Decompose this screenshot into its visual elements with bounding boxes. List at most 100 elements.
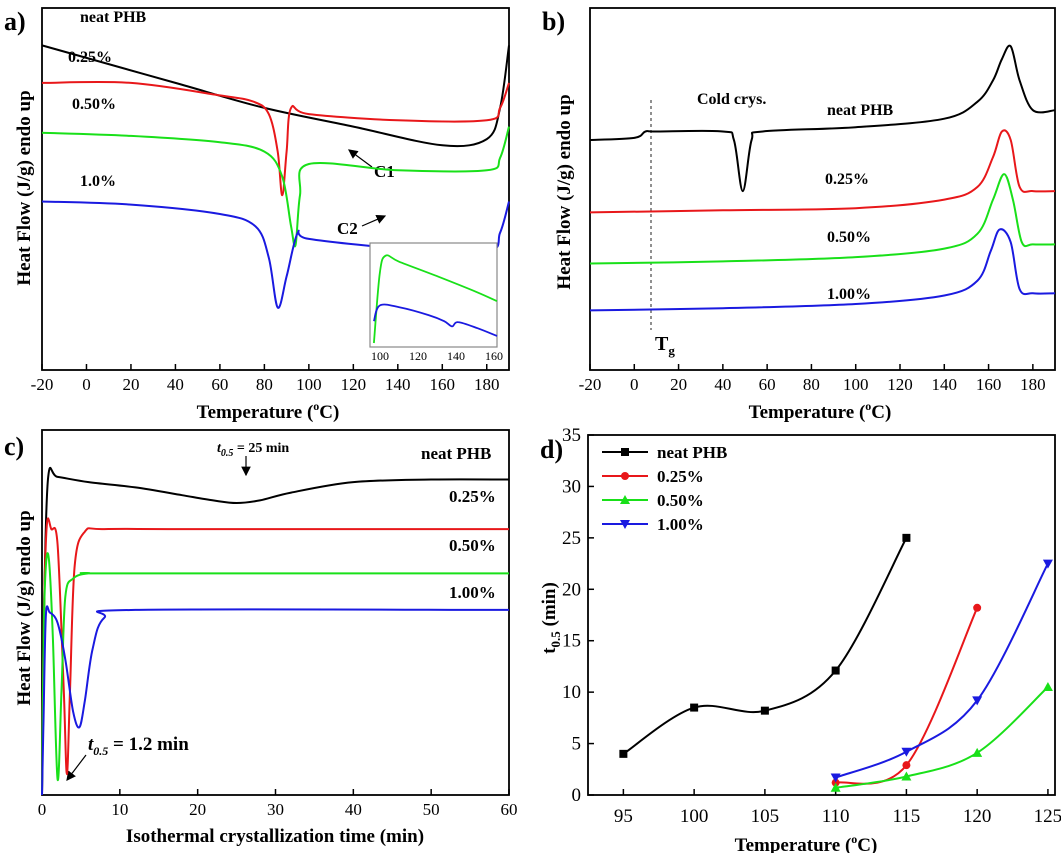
panel-b-xtick-label: 20 [670,375,687,394]
panel-a-inset-series-line [373,254,498,344]
panel-d-data-point [902,533,911,542]
panel-c-xtick-label: 50 [423,800,440,819]
panel-a-series-label: 0.50% [72,96,116,113]
panel-d-data-point [1042,682,1053,691]
panel-d-legend-label: 1.00% [657,515,704,534]
panel-c-xtick-label: 20 [189,800,206,819]
panel-b-xtick-label: 100 [843,375,869,394]
inset-tick: 140 [447,349,465,363]
panel-b-xtick-label: 0 [630,375,639,394]
panel-d-ylabel-end: (min) [539,582,560,631]
panel-a-series-label: 1.0% [80,173,116,190]
panel-b-ylabel: Heat Flow (J/g) endo up [554,94,575,289]
panel-a-series-label: neat PHB [80,9,147,26]
panel-a-xtick-label: 160 [430,375,456,394]
panel-d-data-point [972,696,983,706]
panel-c-xtick-label: 30 [267,800,284,819]
panel-a-c2-label: C2 [337,219,358,238]
panel-a-c1-arrow [348,149,373,168]
panel-d-data-point [830,782,841,792]
panel-d-series-line [622,537,908,755]
panel-b-letter: b) [542,7,565,36]
panel-a-xtick-label: 120 [341,375,367,394]
panel-d-data-point [1042,559,1053,569]
panel-c-series-line [41,552,509,796]
panel-a-xtick-label: 60 [211,375,228,394]
panel-a-series-line [41,126,510,248]
panel-d-legend-marker [620,520,630,529]
panel-d-data-point [973,603,982,612]
panel-c-ylabel: Heat Flow (J/g) endo up [14,510,35,705]
panel-d-ylabel-sub: 0.5 [548,631,563,648]
panel-c-series-label: 1.00% [449,583,496,602]
panel-c-series-line [41,605,510,796]
panel-c-t-bot-arrow [66,754,87,781]
panel-d-legend-marker [621,448,629,456]
panel-a-ylabel: Heat Flow (J/g) endo up [14,90,35,285]
panel-a-inset-series-line [373,303,498,337]
inset-tick: 100 [371,349,389,363]
panel-b-xtick-label: 40 [714,375,731,394]
panel-b-series-label: 0.25% [825,171,869,188]
panel-b-tg-label: Tg [655,333,675,358]
panel-c-t-top-label: t0.5 = 25 min [217,441,289,459]
panel-d-legend-marker [620,495,630,504]
panel-b-series-line [589,228,1056,312]
panel-a-xtick-label: 100 [296,375,322,394]
panel-d-ylabel: t0.5 (min) [539,582,563,654]
panel-b-cold-crys-label: Cold crys. [697,91,766,108]
panel-a-series-line [41,80,510,197]
inset-tick: 160 [485,349,503,363]
panel-d-legend-label: neat PHB [657,443,727,462]
panel-d-data-point [901,771,912,781]
panel-d-series-line [835,607,979,785]
panel-d-ytick-label: 10 [562,682,581,703]
panel-d-data-point [831,666,840,675]
panel-d-ytick-label: 30 [562,476,581,497]
panel-a-letter: a) [4,7,26,36]
panel-c-series-line [41,466,510,796]
panel-d-xtick-label: 115 [893,806,921,827]
panel-d-data-point [619,749,628,758]
panel-a-xtick-label: -20 [31,375,54,394]
panel-d-series-line [835,563,1049,779]
panel-c-series-label: 0.25% [449,487,496,506]
panel-d-ytick-label: 25 [562,528,581,549]
panel-d-data-point [830,773,841,783]
panel-a-xtick-label: 0 [82,375,91,394]
panel-c-series-label: neat PHB [421,444,491,463]
panel-d-legend-marker [621,472,629,480]
panel-d-ylabel-main: t [539,647,560,654]
panel-b-xtick-label: 60 [759,375,776,394]
panel-a-xtick-label: 80 [256,375,273,394]
panel-a-frame [41,7,510,371]
panel-d-xtick-label: 105 [751,806,780,827]
panel-b-series-line [589,129,1056,214]
panel-a-xtick-label: 140 [385,375,411,394]
panel-d-xtick-label: 120 [963,806,992,827]
panel-c-series-label: 0.50% [449,536,496,555]
panel-d-data-point [902,761,911,770]
panel-b-xtick-label: 160 [976,375,1002,394]
panel-d-data-point [901,747,912,757]
panel-d-ytick-label: 35 [562,425,581,446]
panel-a-xtick-label: 40 [167,375,184,394]
panel-b-series-label: neat PHB [827,102,894,119]
panel-d-letter: d) [540,435,563,464]
panel-b-xtick-label: 180 [1020,375,1046,394]
panel-a-xtick-label: 20 [122,375,139,394]
panel-d-xlabel: Temperature (oC) [735,832,878,853]
panel-a-c1-label: C1 [374,162,395,181]
panel-c-t-bot-label: t0.5 = 1.2 min [88,734,189,758]
panel-d-ytick-label: 5 [572,734,582,755]
panel-b-series-line [589,173,1056,265]
panel-a-inset-frame [369,242,498,348]
panel-c-letter: c) [4,432,24,461]
panel-b-xtick-label: 140 [932,375,958,394]
panel-d-ytick-label: 20 [562,579,581,600]
inset-tick: 120 [409,349,427,363]
panel-a-series-line [41,44,510,148]
panel-a-c2-arrow [361,214,387,227]
panel-b-xtick-label: 80 [803,375,820,394]
panel-d-xtick-label: 100 [680,806,709,827]
